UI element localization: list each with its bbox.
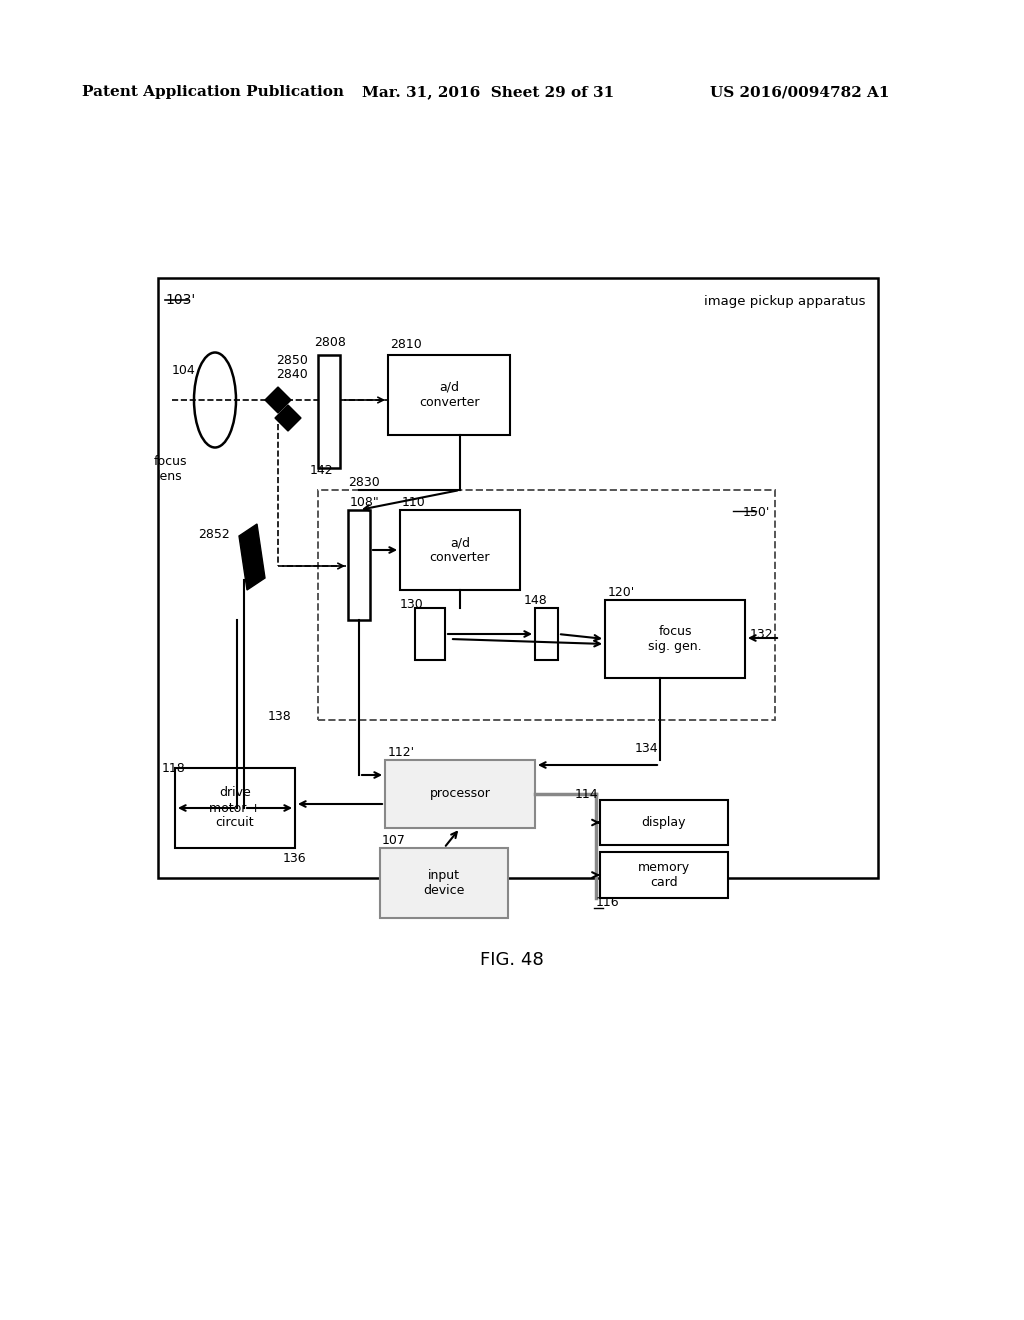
Ellipse shape <box>194 352 236 447</box>
Bar <box>600 851 728 898</box>
Text: FIG. 48: FIG. 48 <box>480 950 544 969</box>
Bar <box>535 609 558 660</box>
Text: 118: 118 <box>162 762 185 775</box>
Text: 2808: 2808 <box>314 335 346 348</box>
Text: drive
motor +
circuit: drive motor + circuit <box>209 787 261 829</box>
Text: 134: 134 <box>635 742 658 755</box>
Polygon shape <box>265 387 291 413</box>
Text: 2830: 2830 <box>348 475 380 488</box>
Text: 2852: 2852 <box>198 528 229 540</box>
Bar <box>175 768 295 847</box>
Bar <box>348 510 370 620</box>
Bar <box>415 609 445 660</box>
Text: 130: 130 <box>400 598 424 611</box>
Bar <box>600 800 728 845</box>
Text: focus
sig. gen.: focus sig. gen. <box>648 624 701 653</box>
Text: 114: 114 <box>575 788 599 801</box>
Text: Mar. 31, 2016  Sheet 29 of 31: Mar. 31, 2016 Sheet 29 of 31 <box>362 84 614 99</box>
Bar <box>385 760 535 828</box>
Text: 132: 132 <box>750 628 773 642</box>
Text: 104: 104 <box>172 363 196 376</box>
Text: 110: 110 <box>402 495 426 508</box>
Text: display: display <box>642 816 686 829</box>
Text: 103': 103' <box>165 293 196 308</box>
Text: focus
lens: focus lens <box>154 455 186 483</box>
Text: 2840: 2840 <box>276 367 308 380</box>
Polygon shape <box>239 524 265 590</box>
Text: 107: 107 <box>382 833 406 846</box>
Text: 136: 136 <box>283 851 306 865</box>
Text: 150': 150' <box>742 506 770 519</box>
Bar <box>318 490 775 719</box>
Text: Patent Application Publication: Patent Application Publication <box>82 84 344 99</box>
Text: 2850: 2850 <box>276 354 308 367</box>
Text: 138: 138 <box>268 710 292 722</box>
Polygon shape <box>275 405 301 432</box>
Text: 116: 116 <box>596 896 620 909</box>
Text: input
device: input device <box>423 869 465 898</box>
Text: 142: 142 <box>310 463 334 477</box>
Bar <box>388 355 510 436</box>
Text: US 2016/0094782 A1: US 2016/0094782 A1 <box>710 84 890 99</box>
Text: 120': 120' <box>608 586 635 598</box>
Bar <box>158 279 878 878</box>
Text: 148: 148 <box>524 594 548 606</box>
Text: memory
card: memory card <box>638 861 690 888</box>
Bar <box>400 510 520 590</box>
Text: processor: processor <box>429 788 490 800</box>
Text: 2810: 2810 <box>390 338 422 351</box>
Text: 108": 108" <box>350 495 380 508</box>
Bar <box>318 355 340 469</box>
Bar <box>605 601 745 678</box>
Text: 112': 112' <box>388 746 415 759</box>
Text: image pickup apparatus: image pickup apparatus <box>705 294 866 308</box>
Bar <box>380 847 508 917</box>
Text: a/d
converter: a/d converter <box>430 536 490 564</box>
Text: a/d
converter: a/d converter <box>419 381 479 409</box>
